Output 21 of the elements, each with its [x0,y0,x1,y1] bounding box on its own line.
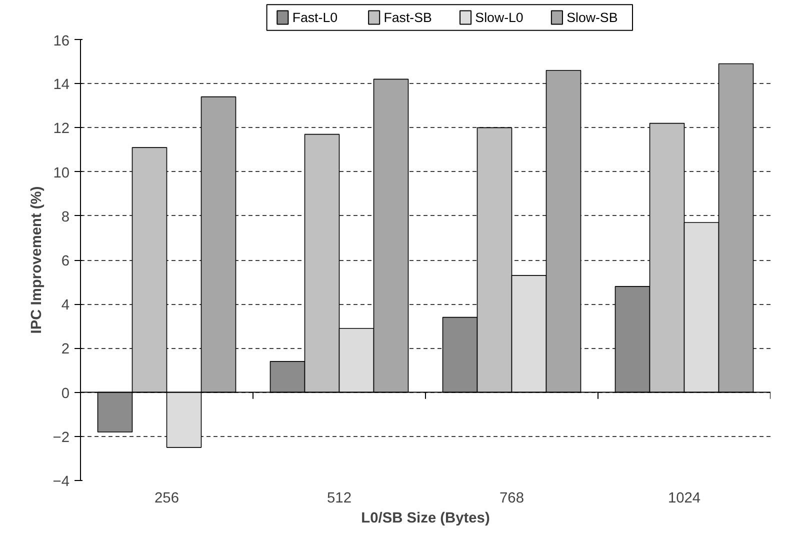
y-tick-label: 6 [61,254,70,270]
y-tick-label: −2 [52,430,70,446]
x-axis-title: L0/SB Size (Bytes) [361,510,490,526]
y-tick-label: 10 [53,165,70,182]
y-tick-label: 12 [53,121,70,138]
legend-label: Slow-SB [566,10,618,25]
y-tick-label: 4 [61,298,70,314]
x-tick-label: 512 [327,490,352,506]
legend-label: Slow-L0 [475,10,524,25]
x-tick-label: 256 [154,490,179,506]
legend-label: Fast-SB [384,10,432,25]
y-tick-label: 8 [61,209,70,226]
legend-label: Fast-L0 [292,10,338,25]
y-axis-title: IPC Improvement (%) [28,186,45,334]
y-tick-label: 14 [53,77,70,94]
y-tick-label: −4 [52,474,70,490]
y-tick-label: 0 [61,386,70,402]
y-tick-label: 16 [53,34,70,50]
x-tick-label: 1024 [668,490,701,506]
x-tick-label: 768 [500,490,524,506]
y-tick-label: 2 [61,342,70,358]
